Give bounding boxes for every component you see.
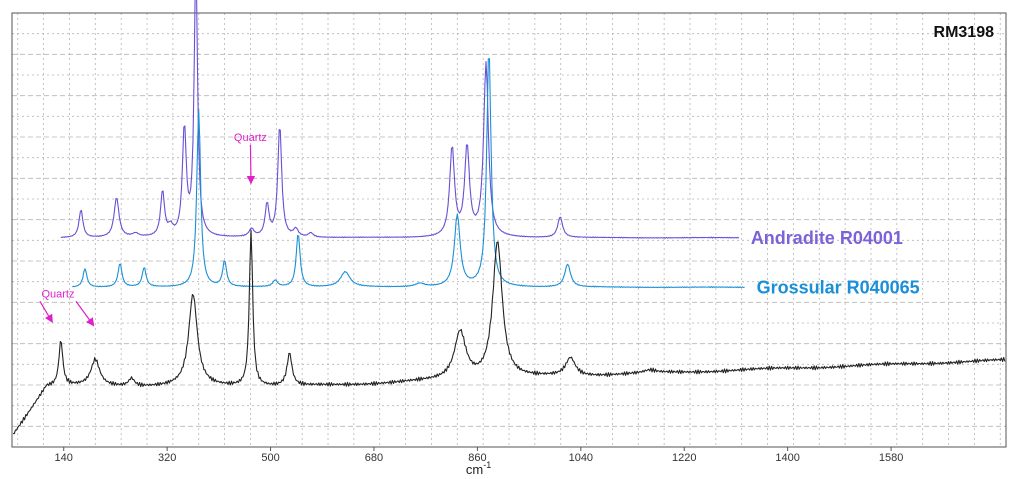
series-line-1: [60, 0, 740, 239]
x-axis-label: cm-1: [466, 460, 491, 477]
series-layer: [12, 0, 1006, 435]
x-tick-label: 1580: [879, 452, 903, 464]
x-tick-labels: 140 320 500 680 860 1040 1220 1400 1580: [55, 447, 903, 464]
annotation-arrow: [39, 300, 53, 324]
plot-frame: [11, 12, 1007, 448]
series-label: Andradite R04001: [751, 228, 903, 248]
x-tick-label: 1400: [775, 452, 799, 464]
x-tick-label: 1040: [569, 452, 593, 464]
x-axis-unit-exponent: -1: [483, 460, 491, 470]
x-tick-label: 860: [468, 452, 486, 464]
series-label: Grossular R040065: [757, 277, 920, 297]
x-tick-label: 500: [261, 452, 279, 464]
series-line-2: [72, 58, 745, 289]
x-tick-label: 680: [365, 452, 383, 464]
annotation-arrow: [75, 300, 95, 327]
x-tick-label: 140: [55, 452, 73, 464]
quartz-annotation-label: Quartz: [41, 288, 74, 300]
series-labels: Andradite R04001 Grossular R040065: [751, 228, 920, 297]
x-tick-label: 1220: [672, 452, 696, 464]
annotation-arrow: [246, 145, 256, 185]
annotations: Quartz Quartz: [39, 132, 267, 327]
sample-id-label: RM3198: [934, 24, 995, 41]
quartz-annotation-label: Quartz: [234, 132, 267, 144]
x-tick-label: 320: [158, 452, 176, 464]
x-axis-unit: cm: [466, 462, 483, 477]
series-line-3: [12, 229, 1006, 435]
grid-layer: [12, 13, 1006, 447]
